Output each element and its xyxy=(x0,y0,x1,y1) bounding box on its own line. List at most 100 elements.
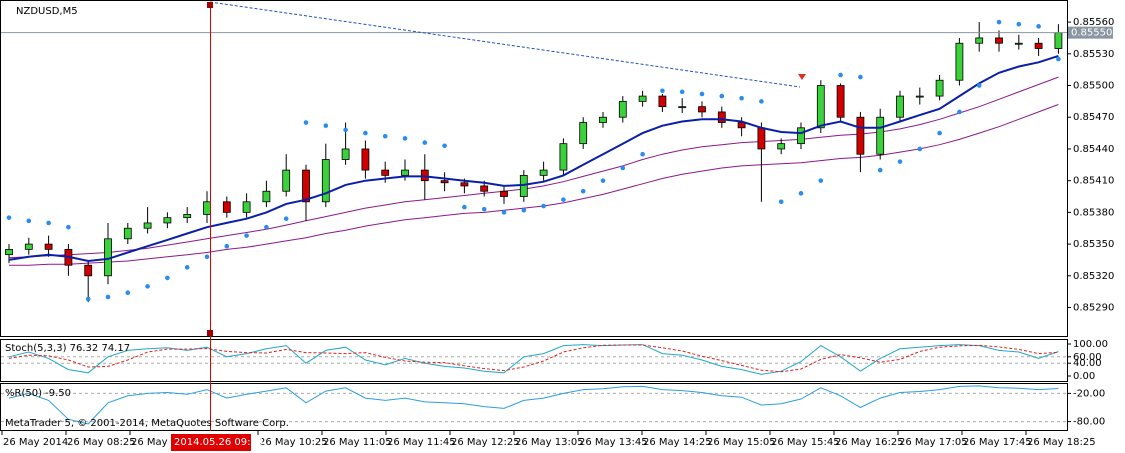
x-tick-label: 26 May 12:25 xyxy=(451,437,520,448)
sar-dot xyxy=(976,83,982,88)
sar-dot xyxy=(996,19,1002,25)
sar-dot xyxy=(501,210,507,215)
sar-dot xyxy=(1036,24,1041,29)
sar-dot xyxy=(640,151,645,157)
y-tick-label: 0.85440 xyxy=(1073,144,1114,155)
candle-body xyxy=(717,111,726,123)
candle-body xyxy=(123,227,132,240)
indicator-line xyxy=(8,344,1059,375)
candle-body xyxy=(420,169,429,182)
candle-body xyxy=(678,106,687,109)
sar-dot xyxy=(917,146,923,152)
candle-body xyxy=(401,169,409,176)
candle-body xyxy=(500,190,508,197)
sar-dot xyxy=(759,99,764,104)
sar-dot xyxy=(402,136,408,141)
sar-dot xyxy=(105,294,111,300)
sar-dot xyxy=(184,265,190,270)
williams-pane xyxy=(0,383,1068,431)
candle-body xyxy=(638,95,647,102)
y-tick-label: 0.00 xyxy=(1073,371,1095,382)
candle-body xyxy=(1034,42,1043,49)
sar-dot xyxy=(46,220,51,226)
y-tick-label: 0.85560 xyxy=(1073,17,1114,28)
candle-body xyxy=(698,106,706,113)
candle-body xyxy=(856,116,865,155)
y-tick-label: -20.00 xyxy=(1073,388,1105,399)
candle-body xyxy=(381,169,390,176)
arrow-marker xyxy=(798,74,806,80)
candle-body xyxy=(579,122,588,145)
sar-dot xyxy=(877,167,883,173)
y-tick-label: 40.00 xyxy=(1073,358,1102,369)
sar-dot xyxy=(897,159,903,164)
sar-dot xyxy=(442,143,447,149)
y-tick-label: 0.85290 xyxy=(1073,303,1114,314)
indicator-line xyxy=(8,385,1059,425)
y-tick-label: 100.00 xyxy=(1073,339,1108,350)
sar-dot xyxy=(26,218,32,224)
y-tick-label: 0.85470 xyxy=(1073,112,1114,123)
x-tick-label: 26 May 17:05 xyxy=(899,437,968,448)
sar-dot xyxy=(739,95,744,101)
sar-dot xyxy=(244,233,249,238)
sar-dot xyxy=(422,140,428,145)
x-tick-label: 26 May 15:05 xyxy=(707,437,776,448)
candle-body xyxy=(955,42,964,81)
candle-body xyxy=(84,264,93,277)
symbol-label: NZDUSD,M5 xyxy=(16,6,78,17)
x-tick-label: 26 May 13:45 xyxy=(579,437,648,448)
candle-body xyxy=(599,116,607,123)
candle-body xyxy=(143,222,152,229)
x-tick-label: 26 May 18:25 xyxy=(1027,437,1096,448)
sar-dot xyxy=(481,206,487,212)
x-tick-label: 26 May 10:25 xyxy=(259,437,328,448)
sar-dot xyxy=(1016,21,1022,27)
sar-dot xyxy=(620,165,626,171)
candle-body xyxy=(1054,32,1063,49)
sar-dot xyxy=(363,130,368,136)
candle-body xyxy=(321,159,330,203)
candle-body xyxy=(183,214,192,219)
sar-dot xyxy=(323,123,329,128)
candle-body xyxy=(995,37,1003,44)
sar-dot xyxy=(224,243,230,249)
candle-body xyxy=(935,79,944,97)
sar-dot xyxy=(600,178,606,183)
y-tick-label: 0.85410 xyxy=(1073,176,1114,187)
x-tick-label: 26 May 13:05 xyxy=(515,437,584,448)
candle-body xyxy=(44,243,53,250)
candle-body xyxy=(896,95,904,118)
sar-dot xyxy=(798,191,804,196)
y-tick-label: -80.00 xyxy=(1073,417,1105,428)
candle-body xyxy=(262,190,271,203)
price-pane xyxy=(0,0,1068,337)
sar-dot xyxy=(858,74,863,80)
candle-body xyxy=(797,127,805,145)
candle-body xyxy=(361,148,370,171)
sar-dot xyxy=(719,93,725,99)
candle-body xyxy=(163,217,172,224)
candle-body xyxy=(341,148,350,160)
x-tick-label: 26 May 11:05 xyxy=(323,437,392,448)
candle-body xyxy=(282,169,291,192)
y-tick-label: 0.85320 xyxy=(1073,271,1114,282)
sar-dot xyxy=(660,88,665,94)
trend-line xyxy=(209,1,801,88)
sar-dot xyxy=(165,275,170,281)
y-tick-label: 0.85500 xyxy=(1073,81,1114,92)
x-tick-label: 26 May 17:45 xyxy=(963,437,1032,448)
sar-dot xyxy=(382,133,388,139)
x-tick-label: 26 May 15:45 xyxy=(771,437,840,448)
sar-dot xyxy=(125,290,131,296)
candle-body xyxy=(836,85,845,118)
envelope-line xyxy=(9,104,1059,266)
y-tick-label: 60.00 xyxy=(1073,352,1102,363)
y-tick-label: 0.85350 xyxy=(1073,239,1114,250)
sar-dot xyxy=(541,203,546,209)
sar-dot xyxy=(145,284,150,289)
price-label-box xyxy=(1068,26,1113,39)
candle-body xyxy=(816,85,825,129)
candle-body xyxy=(1014,42,1023,45)
candle-body xyxy=(975,37,984,44)
